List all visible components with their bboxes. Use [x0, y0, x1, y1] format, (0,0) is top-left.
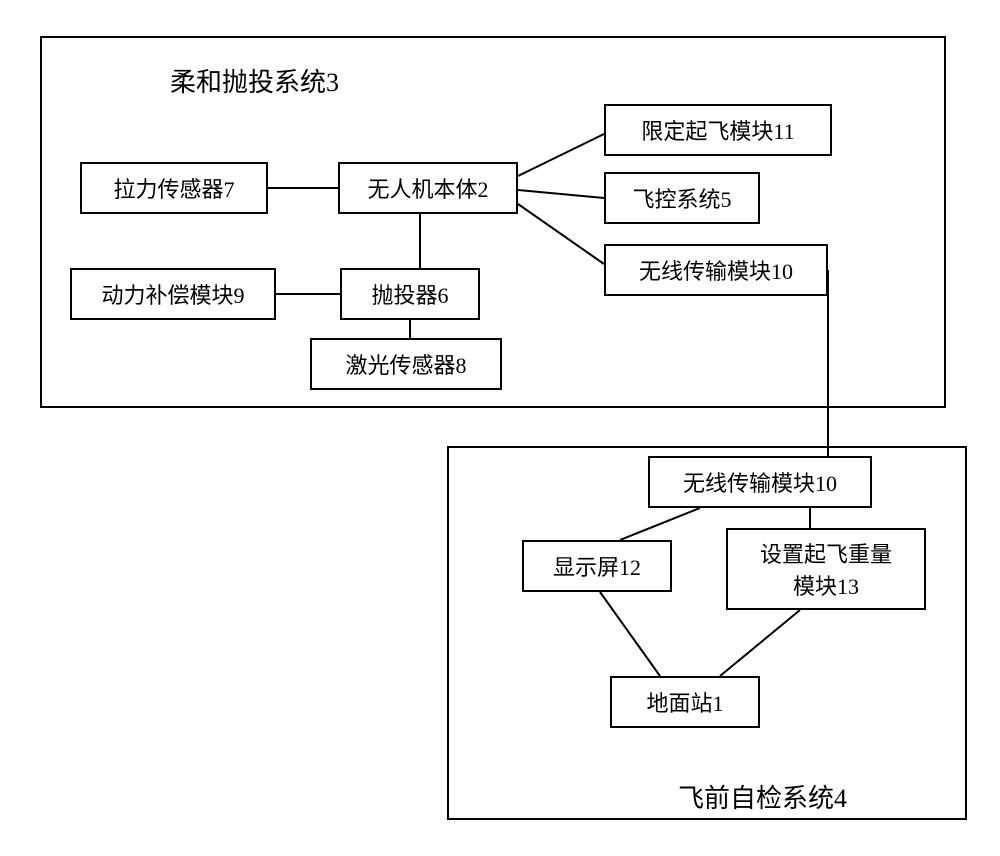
node-set-takeoff-weight-module: 设置起飞重量 模块13 [726, 528, 926, 610]
label-preflight-selfcheck-system: 飞前自检系统4 [678, 778, 847, 815]
node-label: 无线传输模块10 [639, 254, 793, 286]
node-label: 无线传输模块10 [683, 466, 837, 498]
node-label: 地面站1 [646, 686, 723, 718]
node-ground-station: 地面站1 [610, 676, 760, 728]
node-display-screen: 显示屏12 [522, 540, 672, 592]
node-label: 限定起飞模块11 [641, 114, 794, 146]
node-uav-body: 无人机本体2 [338, 162, 518, 214]
node-limit-takeoff-module: 限定起飞模块11 [604, 104, 832, 156]
node-label: 显示屏12 [553, 550, 641, 582]
node-tension-sensor: 拉力传感器7 [80, 162, 268, 214]
node-label: 动力补偿模块9 [101, 278, 244, 310]
label-soft-throw-system: 柔和抛投系统3 [170, 62, 339, 99]
node-label: 抛投器6 [371, 278, 448, 310]
node-laser-sensor: 激光传感器8 [310, 338, 502, 390]
node-label: 飞控系统5 [632, 182, 731, 214]
node-power-compensation-module: 动力补偿模块9 [70, 268, 276, 320]
node-label: 无人机本体2 [367, 172, 488, 204]
node-wireless-transmission-module-b: 无线传输模块10 [648, 456, 872, 508]
node-label: 拉力传感器7 [113, 172, 234, 204]
node-label: 激光传感器8 [345, 348, 466, 380]
node-thrower: 抛投器6 [340, 268, 480, 320]
node-wireless-transmission-module-a: 无线传输模块10 [604, 244, 828, 296]
node-label: 设置起飞重量 模块13 [760, 537, 892, 601]
node-flight-control-system: 飞控系统5 [604, 172, 760, 224]
